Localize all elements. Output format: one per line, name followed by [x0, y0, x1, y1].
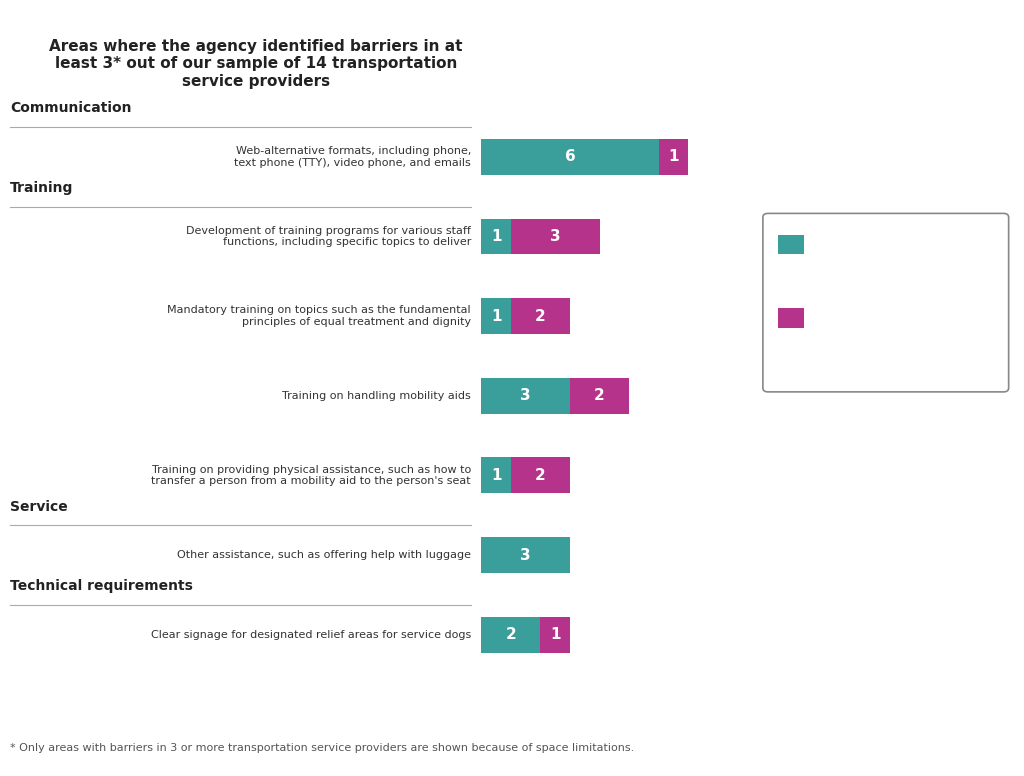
Text: 1: 1 — [490, 229, 502, 244]
Bar — [481, 617, 541, 653]
Text: * Only areas with barriers in 3 or more transportation service providers are sho: * Only areas with barriers in 3 or more … — [10, 743, 635, 753]
Text: identified and: identified and — [812, 257, 888, 266]
Bar — [511, 298, 570, 334]
Bar — [511, 458, 570, 494]
Bar — [481, 537, 570, 573]
Text: Training on providing physical assistance, such as how to
transfer a person from: Training on providing physical assistanc… — [152, 465, 471, 487]
Text: providers where barriers were: providers where barriers were — [812, 240, 969, 249]
Text: Other assistance, such as offering help with luggage: Other assistance, such as offering help … — [177, 550, 471, 560]
Text: 1: 1 — [490, 468, 502, 483]
Text: 2: 2 — [536, 468, 546, 483]
Bar — [658, 139, 688, 175]
Text: Communication: Communication — [10, 102, 132, 116]
Text: 1: 1 — [669, 149, 679, 165]
Text: Number of transportation service: Number of transportation service — [812, 296, 986, 306]
Bar — [481, 219, 511, 255]
Text: Training: Training — [10, 181, 74, 195]
Bar — [570, 378, 629, 414]
Text: 2: 2 — [536, 309, 546, 324]
Text: not yet removed: not yet removed — [870, 331, 968, 340]
Text: Technical requirements: Technical requirements — [10, 579, 194, 593]
Text: identified and: identified and — [812, 257, 893, 266]
Text: 6: 6 — [564, 149, 575, 165]
Bar — [481, 378, 570, 414]
Text: Service: Service — [10, 500, 68, 514]
Text: 2: 2 — [594, 388, 605, 404]
Text: 1: 1 — [550, 627, 560, 643]
Text: Mandatory training on topics such as the fundamental
principles of equal treatme: Mandatory training on topics such as the… — [167, 305, 471, 327]
Text: Areas where the agency identified barriers in at
least 3* out of our sample of 1: Areas where the agency identified barrie… — [49, 39, 463, 88]
Text: Number of transportation service: Number of transportation service — [812, 223, 986, 232]
Bar — [511, 219, 600, 255]
Text: Training on handling mobility aids: Training on handling mobility aids — [283, 391, 471, 400]
Bar — [481, 458, 511, 494]
Text: Number of transportation service
providers where barriers were
identified and: Number of transportation service provide… — [812, 228, 998, 261]
Text: 1: 1 — [490, 309, 502, 324]
Text: 2: 2 — [506, 627, 516, 643]
Text: 3: 3 — [550, 229, 560, 244]
Text: identified but: identified but — [812, 331, 886, 340]
Text: 3: 3 — [520, 548, 531, 563]
Bar — [481, 298, 511, 334]
Text: providers where barriers were: providers where barriers were — [812, 314, 969, 323]
Text: removed: removed — [882, 257, 934, 266]
Text: Development of training programs for various staff
functions, including specific: Development of training programs for var… — [186, 226, 471, 248]
Text: Clear signage for designated relief areas for service dogs: Clear signage for designated relief area… — [151, 629, 471, 639]
Bar — [481, 139, 658, 175]
Bar — [541, 617, 570, 653]
Text: 3: 3 — [520, 388, 531, 404]
Text: Web-alternative formats, including phone,
text phone (TTY), video phone, and ema: Web-alternative formats, including phone… — [234, 146, 471, 168]
